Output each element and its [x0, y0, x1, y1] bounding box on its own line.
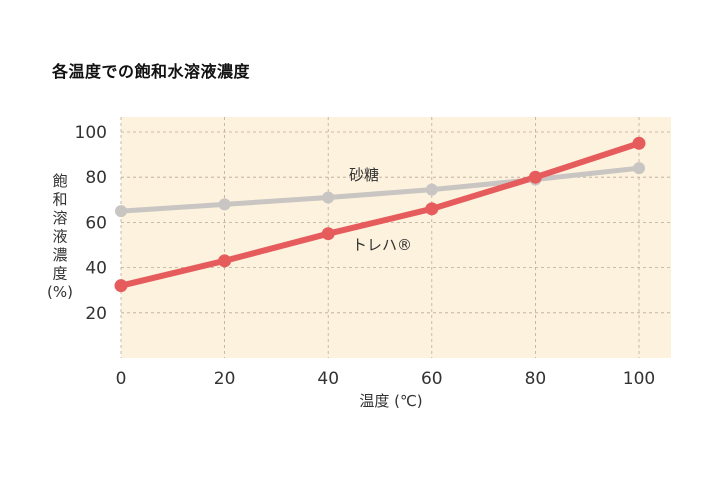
y-tick-label-80: 80 — [85, 168, 107, 188]
series-lines — [118, 140, 642, 289]
series-label-trehalose: トレハ® — [352, 236, 412, 254]
series-points — [114, 136, 646, 293]
data-point-trehalose-60 — [425, 202, 439, 216]
data-point-trehalose-0 — [114, 279, 128, 293]
x-axis-label: 温度 (℃) — [359, 392, 422, 410]
y-tick-label-40: 40 — [85, 259, 107, 279]
y-tick-label-20: 20 — [85, 304, 107, 324]
y-axis-label-char: 溶 — [52, 209, 67, 227]
y-tick-labels: 20 40 60 80 100 — [75, 123, 107, 324]
data-point-sugar-0 — [115, 205, 127, 218]
data-point-trehalose-20 — [218, 254, 232, 268]
data-point-sugar-20 — [218, 198, 231, 211]
y-axis-label-char: 液 — [52, 228, 67, 246]
data-point-sugar-100 — [633, 162, 645, 175]
y-axis-label-char: (%) — [47, 283, 73, 301]
y-axis-label-char: 度 — [52, 265, 67, 283]
y-axis-label-char: 飽 — [52, 172, 67, 190]
data-point-trehalose-40 — [321, 227, 335, 241]
plot-background — [121, 117, 671, 358]
y-tick-label-100: 100 — [75, 123, 107, 143]
y-tick-label-60: 60 — [85, 213, 107, 233]
x-tick-label-0: 0 — [116, 369, 127, 389]
x-tick-label-20: 20 — [214, 369, 236, 389]
y-axis-label-char: 濃 — [52, 246, 67, 264]
grid-lines — [120, 117, 671, 358]
data-point-sugar-40 — [322, 191, 335, 204]
x-tick-label-60: 60 — [421, 369, 443, 389]
data-point-sugar-60 — [425, 183, 438, 196]
series-line-sugar — [118, 165, 642, 214]
x-tick-label-40: 40 — [317, 369, 339, 389]
chart-title: 各温度での飽和水溶液濃度 — [52, 62, 251, 81]
x-tick-label-100: 100 — [623, 369, 655, 389]
data-point-trehalose-100 — [632, 136, 646, 150]
y-axis-label-char: 和 — [52, 191, 67, 209]
series-label-sugar: 砂糖 — [349, 166, 379, 184]
x-tick-labels: 0 20 40 60 80 100 — [116, 369, 656, 389]
data-point-trehalose-80 — [528, 170, 542, 184]
x-tick-label-80: 80 — [525, 369, 547, 389]
series-line-trehalose — [118, 140, 642, 289]
